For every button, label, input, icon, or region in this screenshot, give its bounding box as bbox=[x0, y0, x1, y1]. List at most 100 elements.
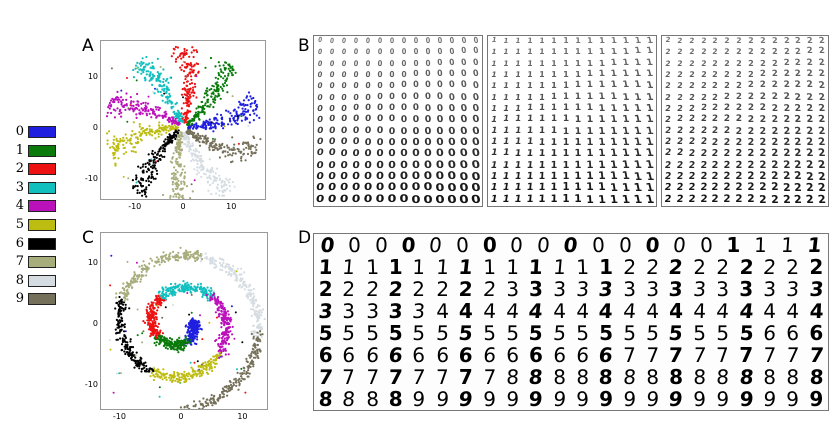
digit-cell: 0 bbox=[353, 80, 360, 91]
point bbox=[232, 69, 235, 72]
digit-cell: 0 bbox=[352, 91, 360, 102]
point bbox=[255, 104, 258, 107]
point bbox=[143, 193, 147, 196]
digit-cell: 0 bbox=[425, 36, 431, 45]
point bbox=[156, 369, 159, 372]
point bbox=[122, 309, 125, 312]
point bbox=[176, 342, 179, 345]
digit-cell: 2 bbox=[747, 148, 755, 160]
point bbox=[198, 151, 201, 154]
point bbox=[230, 305, 233, 308]
sequence-digit: 8 bbox=[737, 365, 755, 389]
digit-cell: 0 bbox=[328, 91, 336, 102]
point bbox=[225, 330, 228, 334]
digit-cell: 2 bbox=[723, 148, 731, 160]
digit-cell: 1 bbox=[585, 181, 595, 194]
point bbox=[179, 174, 182, 177]
sequence-digit: 0 bbox=[699, 233, 714, 257]
point bbox=[174, 291, 177, 294]
point bbox=[201, 338, 204, 341]
point bbox=[213, 296, 216, 299]
digit-cell: 2 bbox=[748, 36, 754, 45]
sequence-digit: 7 bbox=[739, 343, 754, 367]
point bbox=[158, 121, 161, 124]
legend-label-0: 0 bbox=[15, 124, 24, 139]
point bbox=[153, 112, 156, 116]
digit-cell: 1 bbox=[562, 125, 570, 137]
sequence-digit: 7 bbox=[646, 343, 660, 367]
point bbox=[192, 253, 195, 256]
point bbox=[183, 255, 186, 258]
point bbox=[195, 331, 198, 334]
point bbox=[159, 72, 162, 75]
point bbox=[177, 259, 180, 262]
point bbox=[194, 158, 197, 162]
point bbox=[247, 125, 250, 127]
point bbox=[167, 129, 170, 132]
point bbox=[218, 395, 222, 398]
point bbox=[140, 72, 143, 75]
point bbox=[191, 122, 194, 125]
point bbox=[159, 66, 162, 68]
point bbox=[165, 295, 168, 298]
point bbox=[201, 289, 204, 292]
point bbox=[182, 102, 185, 105]
point bbox=[191, 317, 194, 320]
point bbox=[203, 364, 206, 367]
point bbox=[193, 131, 196, 134]
sequence-digit: 3 bbox=[552, 277, 567, 301]
point bbox=[183, 405, 186, 408]
point bbox=[212, 122, 215, 125]
point bbox=[156, 304, 159, 307]
point bbox=[217, 300, 220, 304]
point bbox=[132, 100, 135, 103]
point bbox=[128, 307, 131, 310]
point bbox=[140, 264, 143, 267]
digit-cell: 2 bbox=[676, 36, 683, 45]
point bbox=[159, 341, 162, 344]
point bbox=[139, 166, 142, 169]
point bbox=[193, 257, 196, 260]
point bbox=[191, 334, 194, 337]
point bbox=[190, 63, 193, 66]
sequence-digit: 0 bbox=[536, 233, 552, 257]
point bbox=[162, 146, 165, 150]
point bbox=[107, 106, 110, 109]
point bbox=[173, 124, 176, 127]
point bbox=[195, 139, 198, 142]
point bbox=[228, 65, 232, 68]
point bbox=[142, 163, 145, 166]
point bbox=[192, 340, 195, 343]
point bbox=[158, 333, 161, 336]
digit-cell: 1 bbox=[575, 47, 581, 57]
point bbox=[231, 333, 234, 336]
point bbox=[199, 282, 203, 285]
point bbox=[194, 259, 197, 263]
point bbox=[124, 347, 127, 350]
point bbox=[163, 155, 166, 158]
point bbox=[119, 291, 123, 294]
point bbox=[249, 95, 252, 98]
point bbox=[118, 112, 121, 115]
digit-cell: 1 bbox=[586, 36, 594, 45]
point bbox=[157, 124, 161, 127]
sequence-digit: 2 bbox=[645, 255, 660, 279]
point bbox=[196, 333, 199, 336]
digit-cell: 1 bbox=[526, 159, 534, 171]
point bbox=[132, 68, 135, 72]
point bbox=[136, 92, 139, 96]
sequence-digit: 7 bbox=[365, 365, 379, 389]
digit-cell: 2 bbox=[688, 81, 695, 91]
point bbox=[123, 295, 126, 298]
legend-swatch-4 bbox=[28, 200, 56, 213]
point bbox=[215, 316, 218, 319]
scatter-c-svg bbox=[108, 246, 266, 417]
point bbox=[231, 325, 234, 328]
point bbox=[131, 346, 135, 349]
digit-cell: 2 bbox=[724, 58, 731, 68]
digit-cell: 1 bbox=[538, 182, 546, 194]
digit-cell: 2 bbox=[711, 193, 720, 205]
point bbox=[197, 134, 200, 137]
point bbox=[177, 284, 180, 287]
digit-cell: 0 bbox=[364, 103, 372, 113]
